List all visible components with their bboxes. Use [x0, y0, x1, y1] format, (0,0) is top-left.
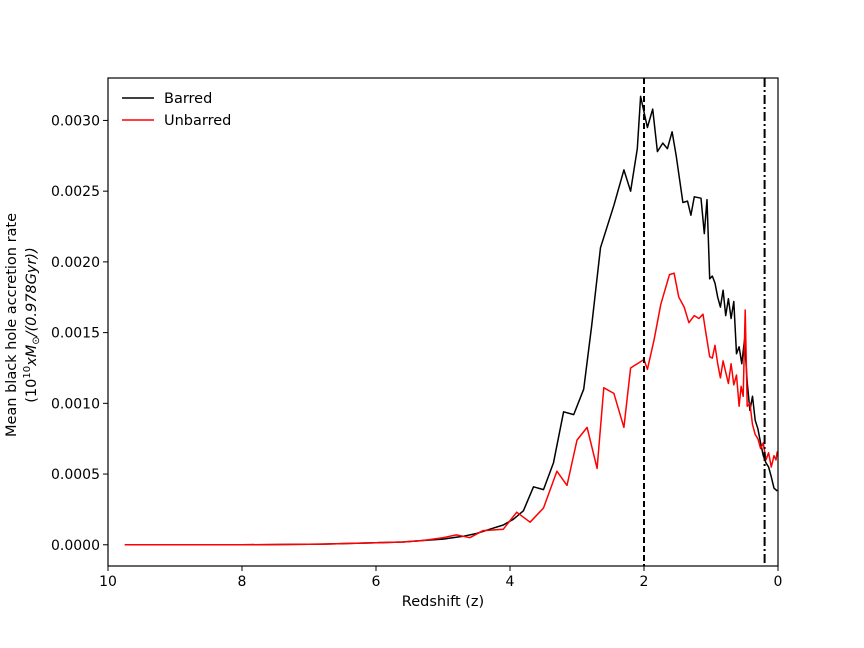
series-line-barred	[124, 95, 778, 546]
y-tick-label: 0.0030	[51, 113, 100, 129]
y-axis-label: Mean black hole accretion rate (1010xM⊙/…	[4, 213, 42, 437]
legend-label-unbarred: Unbarred	[164, 113, 231, 129]
x-tick-label: 10	[99, 574, 117, 590]
x-axis-label: Redshift (z)	[402, 594, 484, 610]
series-group	[124, 95, 779, 546]
axis-ticks: 10 8 6 4 2 0 0.0000 0.0005 0.0010 0.0015 0.0020 0.0…	[51, 113, 782, 590]
x-tick-label: 6	[372, 574, 381, 590]
x-tick-label: 4	[506, 574, 515, 590]
y-axis-label-line2: (1010xM⊙/(0.978Gyr))	[22, 247, 42, 402]
reference-lines	[643, 78, 766, 566]
y-tick-label: 0.0000	[51, 538, 100, 554]
plot-frame	[107, 77, 779, 567]
legend: Barred Unbarred	[122, 91, 231, 129]
x-tick-label: 0	[774, 574, 783, 590]
series-line-unbarred	[124, 272, 779, 546]
y-tick-label: 0.0010	[51, 396, 100, 412]
y-tick-label: 0.0015	[51, 326, 100, 342]
legend-label-barred: Barred	[164, 91, 212, 107]
x-tick-label: 8	[238, 574, 247, 590]
y-tick-label: 0.0020	[51, 255, 100, 271]
y-axis-label-line1: Mean black hole accretion rate	[4, 213, 20, 437]
y-tick-label: 0.0025	[51, 184, 100, 200]
y-tick-label: 0.0005	[51, 467, 100, 483]
x-tick-label: 2	[640, 574, 649, 590]
